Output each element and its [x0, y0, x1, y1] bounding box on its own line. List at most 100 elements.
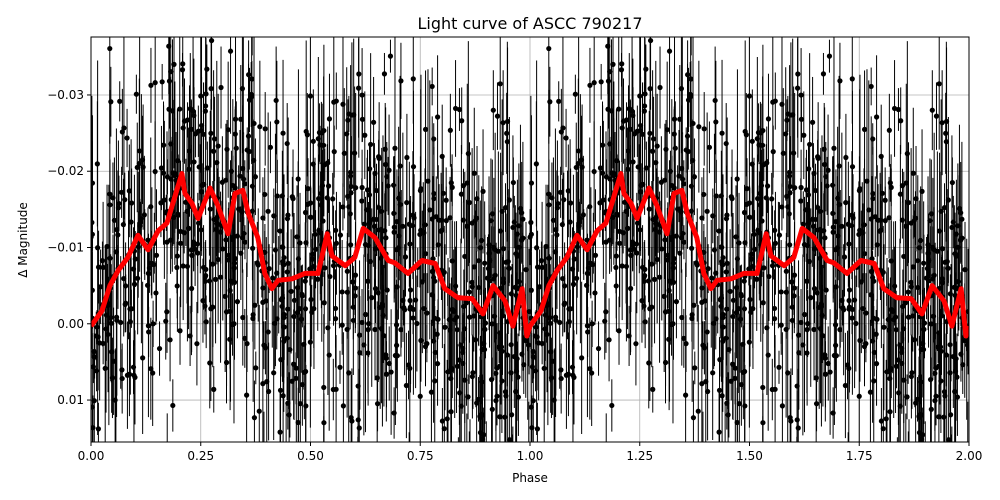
data-point [240, 314, 246, 321]
data-point [592, 252, 599, 258]
data-point [91, 348, 97, 355]
data-point [212, 276, 219, 282]
data-point [394, 218, 400, 225]
data-point [704, 329, 710, 335]
data-point [466, 314, 473, 320]
data-point [267, 144, 274, 150]
data-point [199, 189, 205, 195]
data-point [639, 131, 646, 137]
data-point [761, 265, 767, 271]
data-point [642, 319, 648, 325]
data-point [471, 170, 477, 176]
data-point [407, 304, 414, 310]
data-point [706, 144, 713, 150]
data-point [321, 127, 327, 134]
data-point [356, 425, 362, 431]
data-point [308, 214, 314, 220]
data-point [964, 342, 969, 348]
data-point [863, 310, 869, 316]
data-point [887, 180, 893, 186]
data-point [897, 191, 903, 197]
data-point [214, 160, 220, 166]
data-point [422, 222, 428, 228]
data-point [372, 326, 378, 333]
data-point [95, 334, 101, 340]
data-point [534, 245, 540, 251]
data-point [312, 246, 319, 252]
data-point [666, 48, 673, 54]
data-point [872, 214, 878, 220]
data-point [502, 414, 508, 420]
data-point [309, 309, 315, 315]
data-point [713, 119, 719, 125]
data-point [134, 164, 140, 171]
data-point [925, 278, 932, 284]
data-point [884, 369, 890, 375]
data-point [132, 256, 138, 262]
data-point [121, 275, 127, 282]
data-point [634, 128, 640, 134]
data-point [345, 117, 351, 123]
data-point [583, 282, 590, 288]
data-point [260, 215, 266, 221]
data-point [327, 273, 333, 280]
data-point [776, 364, 782, 370]
data-point [910, 264, 916, 270]
data-point [705, 266, 711, 272]
data-point [835, 233, 841, 239]
data-point [541, 365, 547, 371]
data-point [179, 67, 186, 73]
data-point [616, 106, 622, 112]
data-point [742, 240, 748, 246]
x-tick-label: 1.00 [517, 449, 544, 463]
data-point [939, 120, 945, 126]
data-point [410, 164, 417, 170]
data-point [116, 200, 122, 207]
data-point [177, 106, 183, 112]
data-point [673, 299, 680, 305]
data-point [274, 270, 280, 276]
data-point [574, 275, 580, 281]
data-point [379, 303, 386, 310]
data-point [921, 320, 928, 326]
data-point [887, 365, 894, 371]
data-point [241, 176, 247, 182]
data-point [418, 227, 424, 233]
data-point [262, 345, 269, 351]
data-point [805, 192, 812, 198]
data-point [398, 78, 404, 84]
data-point [350, 317, 356, 324]
data-point [936, 228, 943, 234]
data-point [145, 270, 152, 277]
data-point [704, 208, 710, 214]
data-point [716, 387, 723, 393]
data-point [386, 360, 392, 367]
data-point [150, 370, 156, 376]
data-point [672, 145, 678, 151]
data-point [174, 264, 180, 271]
data-point [458, 191, 464, 197]
data-point [422, 126, 429, 133]
data-point [804, 242, 811, 249]
data-point [315, 276, 321, 282]
data-point [849, 76, 855, 82]
x-tick-label: 0.25 [187, 449, 214, 463]
data-point [873, 114, 880, 120]
data-point [861, 126, 868, 133]
data-point [211, 136, 218, 142]
data-point [392, 145, 398, 151]
data-point [822, 235, 828, 241]
data-point [791, 150, 797, 156]
data-point [356, 71, 362, 77]
data-point [250, 312, 256, 318]
data-point [570, 281, 577, 287]
data-point [119, 367, 125, 373]
data-point [294, 234, 300, 240]
data-point [100, 340, 106, 347]
data-point [647, 306, 653, 312]
data-point [91, 231, 95, 237]
data-point [95, 245, 101, 251]
data-point [732, 375, 738, 381]
data-point [566, 319, 572, 325]
data-point [365, 350, 371, 356]
